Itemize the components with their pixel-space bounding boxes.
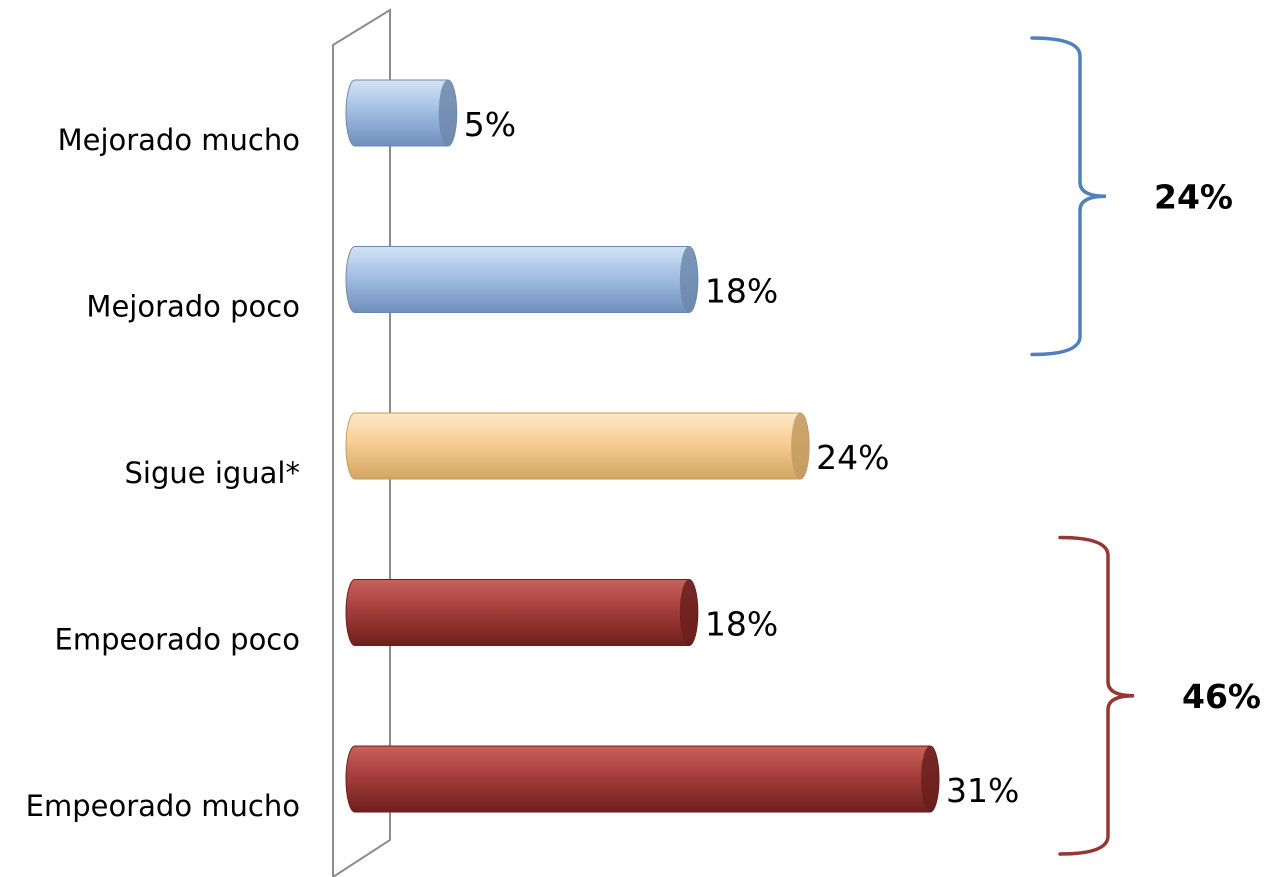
bar-mejorado-mucho bbox=[345, 79, 458, 147]
group-brackets: 24% 46% bbox=[1030, 36, 1261, 856]
value-label-empeorado-mucho: 31% bbox=[946, 771, 1019, 810]
group-bracket-1: 24% bbox=[1030, 36, 1233, 357]
value-label-mejorado-poco: 18% bbox=[705, 272, 778, 311]
bar-mejorado-poco bbox=[345, 246, 699, 313]
group-bracket-2: 46% bbox=[1058, 535, 1261, 856]
value-label-mejorado-mucho: 5% bbox=[464, 105, 516, 144]
category-label-empeorado-mucho: Empeorado mucho bbox=[26, 789, 300, 823]
category-label-sigue-igual: Sigue igual* bbox=[125, 456, 301, 490]
bar-sigue-igual bbox=[345, 412, 810, 480]
value-labels: 5% 18% 24% 18% 31% bbox=[464, 105, 1020, 810]
value-label-empeorado-poco: 18% bbox=[705, 605, 778, 644]
group-total-label-1: 24% bbox=[1154, 177, 1233, 216]
group-total-label-2: 46% bbox=[1182, 677, 1261, 716]
category-label-mejorado-mucho: Mejorado mucho bbox=[58, 123, 300, 157]
value-label-sigue-igual: 24% bbox=[816, 438, 889, 477]
bars-group bbox=[345, 79, 940, 813]
bar-empeorado-mucho bbox=[345, 745, 940, 813]
category-label-empeorado-poco: Empeorado poco bbox=[55, 623, 300, 657]
category-label-mejorado-poco: Mejorado poco bbox=[86, 290, 300, 324]
category-labels: Mejorado mucho Mejorado poco Sigue igual* E… bbox=[26, 123, 300, 823]
bar-empeorado-poco bbox=[345, 579, 699, 646]
